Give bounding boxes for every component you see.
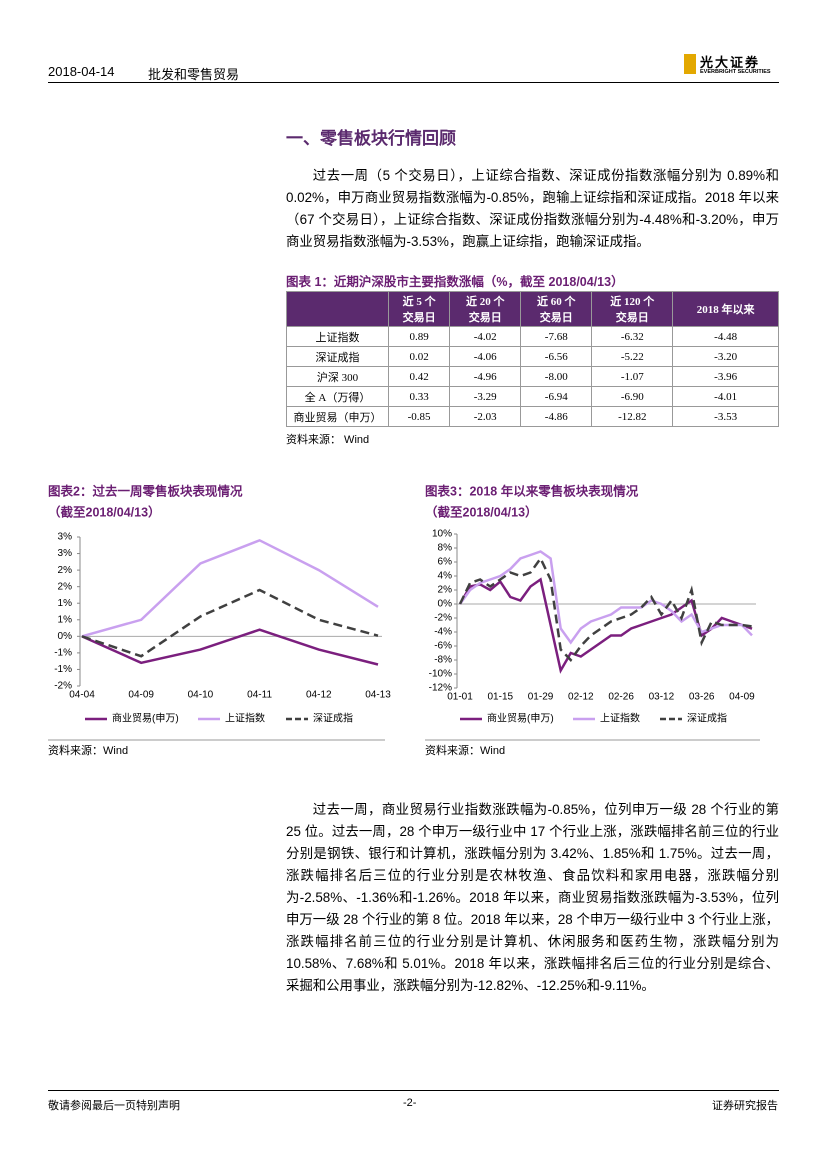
y-tick-label: 0% — [438, 599, 453, 610]
value-cell: -4.96 — [449, 366, 522, 387]
header-rule — [48, 82, 779, 83]
series-line — [81, 628, 379, 666]
x-tick-label: 03-26 — [689, 692, 715, 703]
y-tick-label: -2% — [434, 613, 452, 624]
footer-left: 敬请参阅最后一页特别声明 — [48, 1100, 180, 1112]
x-tick-label: 04-10 — [188, 690, 214, 701]
value-cell: 0.02 — [387, 346, 451, 367]
y-tick-label: 8% — [438, 543, 453, 554]
x-tick-label: 03-12 — [649, 692, 675, 703]
row-label: 沪深 300 — [286, 366, 389, 387]
header-cell: 近 20 个 交易日 — [449, 291, 522, 327]
header-cell: 近 5 个 交易日 — [387, 291, 451, 327]
value-cell: -8.00 — [520, 366, 593, 387]
x-tick-label: 04-09 — [729, 692, 755, 703]
value-cell: -3.20 — [672, 346, 779, 367]
x-tick-label: 04-11 — [247, 690, 272, 701]
header-cell: 近 120 个 交易日 — [591, 291, 674, 327]
logo-icon — [684, 54, 696, 74]
legend-label: 上证指数 — [600, 712, 640, 725]
y-tick-label: 0% — [58, 631, 73, 642]
x-tick-label: 04-12 — [306, 690, 332, 701]
y-tick-label: 1% — [58, 614, 73, 625]
logo-cn: 光大证券 — [700, 55, 761, 70]
table: 近 5 个 交易日近 20 个 交易日近 60 个 交易日近 120 个 交易日… — [286, 291, 779, 427]
legend-label: 深证成指 — [687, 712, 727, 725]
row-label: 商业贸易（申万） — [286, 406, 389, 427]
value-cell: -4.06 — [449, 346, 522, 367]
section-title: 一、零售板块行情回顾 — [286, 129, 456, 148]
table-caption: 图表 1：近期沪深股市主要指数涨幅（%，截至 2018/04/13） — [286, 275, 624, 289]
y-tick-label: -2% — [54, 681, 72, 692]
y-tick-label: 2% — [58, 581, 73, 592]
table-row: 上证指数 0.89 -4.02 -7.68 -6.32 -4.48 — [286, 326, 779, 347]
chart-subtitle: （截至2018/04/13） — [425, 504, 538, 519]
row-label: 上证指数 — [286, 326, 389, 347]
x-tick-label: 04-13 — [365, 690, 391, 701]
value-cell: -4.86 — [520, 406, 593, 427]
y-tick-label: 2% — [438, 585, 453, 596]
series-line — [458, 556, 753, 662]
value-cell: -4.48 — [672, 326, 779, 347]
x-tick-label: 01-01 — [447, 692, 473, 703]
y-tick-label: 2% — [58, 565, 73, 576]
value-cell: -3.53 — [672, 406, 779, 427]
y-tick-label: -1% — [54, 648, 72, 659]
series-line — [458, 577, 753, 674]
value-cell: -0.85 — [387, 406, 451, 427]
y-tick-label: -1% — [54, 664, 72, 675]
y-tick-label: 3% — [58, 548, 73, 559]
table-row: 商业贸易（申万） -0.85 -2.03 -4.86 -12.82 -3.53 — [286, 406, 779, 427]
footer-center: -2- — [403, 1097, 417, 1109]
chart-title: 图表2：过去一周零售板块表现情况 — [48, 483, 243, 498]
legend-label: 上证指数 — [225, 712, 265, 725]
y-tick-label: 1% — [58, 598, 73, 609]
y-tick-label: -6% — [434, 641, 452, 652]
chart-title: 图表3：2018 年以来零售板块表现情况 — [425, 483, 639, 498]
value-cell: 0.42 — [387, 366, 451, 387]
table-header: 近 5 个 交易日近 20 个 交易日近 60 个 交易日近 120 个 交易日… — [286, 291, 779, 327]
x-tick-label: 02-12 — [568, 692, 594, 703]
y-tick-label: -4% — [434, 627, 452, 638]
chart-subtitle: （截至2018/04/13） — [48, 504, 161, 519]
table-row: 沪深 300 0.42 -4.96 -8.00 -1.07 -3.96 — [286, 366, 779, 387]
footer-rule — [48, 1090, 779, 1091]
value-cell: -7.68 — [520, 326, 593, 347]
x-tick-label: 01-15 — [487, 692, 513, 703]
value-cell: -12.82 — [591, 406, 674, 427]
x-tick-label: 01-29 — [528, 692, 554, 703]
chart-source: 资料来源：Wind — [48, 743, 128, 757]
footer-right: 证券研究报告 — [712, 1100, 778, 1112]
series-line — [458, 550, 753, 645]
legend-label: 商业贸易(申万) — [487, 712, 554, 725]
y-tick-label: -10% — [429, 669, 452, 680]
paragraph: 过去一周（5 个交易日），上证综合指数、深证成份指数涨幅分别为 0.89%和 0… — [286, 168, 779, 249]
x-tick-label: 04-04 — [69, 690, 95, 701]
header-cell: 2018 年以来 — [672, 291, 779, 327]
legend-label: 深证成指 — [313, 712, 353, 725]
paragraph: 过去一周，商业贸易行业指数涨跌幅为-0.85%，位列申万一级 28 个行业的第 … — [286, 802, 779, 993]
y-tick-label: 6% — [438, 557, 453, 568]
header-date: 2018-04-14 — [48, 64, 115, 79]
x-tick-label: 04-09 — [128, 690, 154, 701]
value-cell: -2.03 — [449, 406, 522, 427]
y-tick-label: -8% — [434, 655, 452, 666]
value-cell: 0.33 — [387, 386, 451, 407]
table-source: 资料来源： Wind — [286, 434, 370, 446]
legend-label: 商业贸易(申万) — [112, 712, 179, 725]
header-title: 批发和零售贸易 — [148, 67, 240, 82]
y-tick-label: 10% — [432, 529, 452, 540]
chart-source: 资料来源：Wind — [425, 743, 505, 757]
series-line — [81, 538, 379, 638]
logo-en: EVERBRIGHT SECURITIES — [700, 69, 771, 75]
x-tick-label: 02-26 — [608, 692, 634, 703]
y-tick-label: -12% — [429, 683, 452, 694]
y-tick-label: 4% — [438, 571, 453, 582]
row-label: 深证成指 — [286, 346, 389, 367]
header-cell: 近 60 个 交易日 — [520, 291, 593, 327]
y-tick-label: 3% — [58, 532, 73, 543]
header-cell — [286, 291, 389, 327]
